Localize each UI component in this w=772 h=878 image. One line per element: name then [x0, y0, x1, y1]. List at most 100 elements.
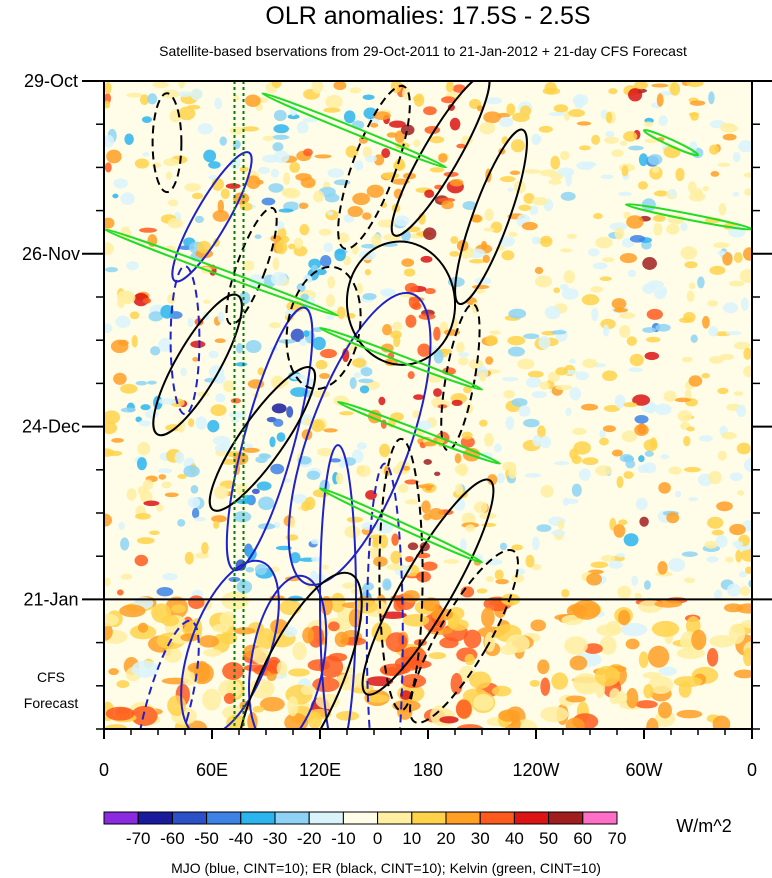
olr-cell: [548, 179, 562, 185]
olr-cell: [708, 470, 722, 485]
olr-cell: [213, 485, 229, 500]
olr-cell: [658, 115, 668, 126]
olr-cell: [214, 338, 226, 343]
olr-cell: [270, 271, 288, 286]
olr-cell: [534, 266, 544, 275]
colorbar-units: W/m^2: [676, 816, 731, 836]
olr-cell: [606, 111, 613, 123]
olr-cell: [508, 468, 517, 479]
olr-cell: [485, 576, 495, 582]
olr-cell: [413, 95, 423, 102]
olr-cell: [104, 323, 113, 334]
olr-cell: [177, 419, 186, 433]
olr-cell: [429, 167, 445, 173]
olr-cell: [503, 389, 515, 399]
olr-cell: [288, 668, 310, 677]
olr-cell: [571, 455, 582, 465]
olr-cell: [537, 425, 546, 439]
olr-cell: [327, 276, 336, 289]
olr-cell: [167, 199, 179, 207]
olr-cell: [271, 81, 282, 89]
olr-cell: [343, 110, 356, 124]
olr-cell: [690, 112, 699, 121]
olr-cell: [251, 488, 260, 494]
olr-cell: [293, 237, 304, 249]
olr-cell: [441, 200, 454, 210]
olr-cell: [184, 551, 194, 565]
olr-cell: [510, 139, 525, 153]
olr-cell: [257, 166, 271, 174]
olr-cell: [116, 589, 124, 596]
olr-cell: [563, 270, 576, 284]
olr-cell: [289, 161, 301, 173]
olr-cell: [327, 168, 345, 178]
olr-cell: [723, 603, 744, 613]
olr-cell: [120, 573, 133, 580]
olr-cell: [743, 347, 752, 360]
olr-cell: [742, 247, 752, 261]
olr-cell: [104, 622, 113, 641]
olr-cell: [717, 387, 729, 395]
colorbar-swatch: [240, 811, 276, 825]
olr-cell: [642, 257, 657, 270]
olr-cell: [323, 107, 341, 113]
mjo-contour: [365, 462, 404, 729]
olr-cell: [651, 166, 660, 174]
olr-cell: [107, 450, 123, 457]
olr-cell: [551, 672, 569, 690]
olr-cell: [595, 236, 613, 249]
olr-cell: [333, 81, 347, 91]
olr-cell: [320, 348, 337, 359]
olr-cell: [273, 109, 287, 122]
olr-cell: [668, 188, 677, 198]
er-contour: [152, 293, 243, 437]
colorbar-label: 30: [471, 829, 490, 848]
olr-cell: [530, 619, 546, 632]
olr-cell: [352, 192, 371, 206]
olr-cell: [296, 121, 309, 134]
olr-cell: [588, 248, 600, 257]
olr-cell: [126, 261, 139, 271]
olr-cell: [287, 696, 299, 717]
olr-cell: [534, 275, 553, 288]
olr-cell: [468, 259, 486, 264]
olr-cell: [572, 427, 587, 436]
olr-cell: [288, 517, 296, 529]
olr-cell: [542, 87, 561, 95]
olr-cell: [356, 282, 363, 295]
olr-cell: [381, 172, 400, 180]
colorbar-swatch: [479, 811, 515, 825]
olr-cell: [551, 330, 567, 335]
olr-cell: [509, 170, 521, 176]
olr-cell: [242, 447, 260, 453]
olr-cell: [120, 407, 136, 413]
olr-cell: [246, 175, 261, 190]
olr-cell: [736, 442, 751, 455]
olr-cell: [203, 149, 217, 163]
olr-cell: [676, 709, 703, 719]
olr-cell: [239, 202, 253, 212]
colorbar-label: 20: [437, 829, 456, 848]
olr-cell: [368, 546, 381, 559]
olr-cell: [507, 187, 514, 192]
olr-cell: [162, 572, 178, 581]
olr-cell: [318, 228, 332, 236]
olr-cell: [235, 343, 244, 354]
olr-cell: [270, 463, 285, 475]
olr-cell: [618, 191, 632, 197]
olr-cell: [456, 143, 466, 149]
colorbar-swatch: [342, 811, 379, 825]
olr-cell: [709, 265, 726, 275]
olr-cell: [201, 541, 209, 555]
kelvin-contour: [261, 92, 448, 169]
olr-cell: [273, 418, 284, 427]
olr-cell: [601, 257, 615, 263]
olr-cell: [638, 153, 648, 167]
olr-cell: [600, 554, 616, 562]
olr-cell: [590, 286, 604, 293]
olr-cell: [208, 350, 219, 359]
forecast-label-line2: Forecast: [24, 695, 79, 711]
olr-cell: [623, 131, 638, 142]
colorbar-label: -70: [126, 829, 151, 848]
olr-cell: [151, 603, 172, 623]
